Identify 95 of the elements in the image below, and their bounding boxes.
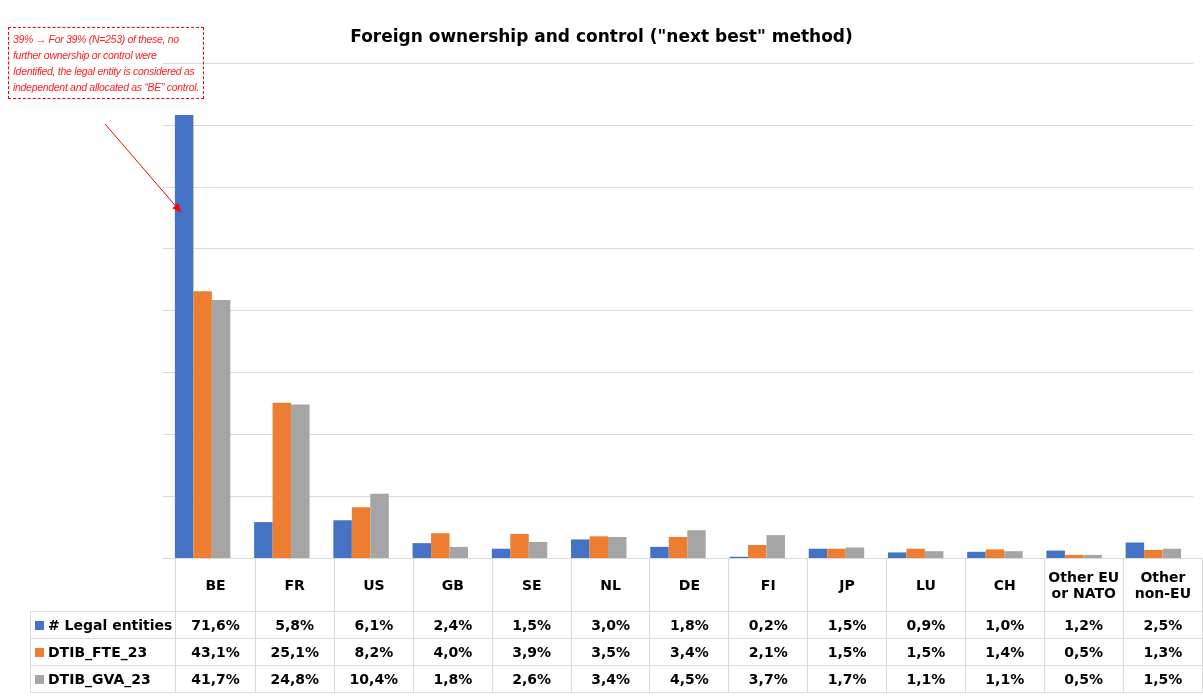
bar (528, 541, 548, 558)
bar (174, 114, 194, 558)
x-tick-label: JP (807, 558, 887, 612)
data-label: 5,8% (255, 611, 335, 639)
data-label: 24,8% (255, 665, 335, 693)
bar (431, 533, 450, 558)
data-label: 2,1% (728, 638, 808, 666)
bar (211, 299, 231, 558)
data-label: 43,1% (175, 638, 256, 666)
bar (589, 536, 609, 558)
bar (1064, 554, 1084, 558)
data-label: 3,7% (728, 665, 808, 693)
bar (827, 548, 846, 558)
x-tick-label: Other non-EU (1123, 558, 1203, 612)
data-label: 3,0% (571, 611, 650, 639)
bar (650, 546, 669, 558)
data-label: 0,5% (1044, 665, 1124, 693)
data-label: 1,2% (1044, 611, 1124, 639)
data-label: 1,7% (807, 665, 887, 693)
x-tick-label: NL (571, 558, 650, 612)
bar (967, 551, 986, 558)
bar (887, 552, 907, 558)
chart-title: Foreign ownership and control ("next best" method) (350, 25, 853, 46)
data-label: 0,9% (886, 611, 966, 639)
data-label: 3,9% (492, 638, 572, 666)
bar (412, 543, 432, 558)
bar (668, 536, 688, 558)
bar (254, 522, 273, 558)
data-label: 3,4% (649, 638, 729, 666)
bar (766, 535, 785, 558)
data-label: 2,6% (492, 665, 572, 693)
bar (985, 549, 1005, 558)
x-tick-label: CH (965, 558, 1045, 612)
bar (1083, 554, 1102, 558)
data-label: 1,8% (649, 611, 729, 639)
bar (1125, 542, 1145, 558)
bar (845, 547, 865, 558)
x-tick-label: FI (728, 558, 808, 612)
x-tick-label: FR (255, 558, 335, 612)
x-tick-label: US (334, 558, 414, 612)
note-box: 39% → For 39% (N=253) of these, no further ownership or control were Identified, the legal entity is considered as independent and allocated as “BE” control. (8, 27, 204, 99)
data-label: 1,4% (965, 638, 1045, 666)
bar (808, 548, 828, 558)
bar (510, 533, 529, 558)
x-tick-label: BE (175, 558, 256, 612)
data-label: 2,4% (413, 611, 493, 639)
x-tick-label: GB (413, 558, 493, 612)
bar (449, 546, 469, 558)
x-tick-label: DE (649, 558, 729, 612)
bar (370, 493, 389, 558)
data-label: 4,0% (413, 638, 493, 666)
data-label: 1,5% (807, 611, 887, 639)
bar (272, 402, 292, 558)
x-tick-label: LU (886, 558, 966, 612)
data-label: 1,5% (807, 638, 887, 666)
data-label: 8,2% (334, 638, 414, 666)
bar (608, 536, 627, 558)
x-tick-label: Other EU or NATO (1044, 558, 1124, 612)
bar (491, 548, 511, 558)
data-label: 1,5% (492, 611, 572, 639)
bar (1004, 551, 1023, 558)
bar (351, 507, 371, 558)
bar (924, 551, 944, 558)
data-label: 4,5% (649, 665, 729, 693)
data-label: 41,7% (175, 665, 256, 693)
bar (333, 520, 352, 558)
bar (571, 539, 590, 558)
bar (687, 530, 706, 558)
bar (747, 545, 767, 558)
data-label: 3,4% (571, 665, 650, 693)
data-label: 10,4% (334, 665, 414, 693)
data-label: 3,5% (571, 638, 650, 666)
data-label: 1,3% (1123, 638, 1203, 666)
bar (1144, 549, 1163, 558)
x-tick-label: SE (492, 558, 572, 612)
data-label: 1,1% (965, 665, 1045, 693)
data-label: 6,1% (334, 611, 414, 639)
bar (1046, 550, 1065, 558)
data-label: 1,5% (886, 638, 966, 666)
bar (291, 404, 310, 558)
legend-label: DTIB_FTE_23 (48, 644, 148, 660)
bar (906, 548, 925, 558)
data-label: 0,2% (728, 611, 808, 639)
data-label: 1,8% (413, 665, 493, 693)
data-label: 25,1% (255, 638, 335, 666)
data-label: 71,6% (175, 611, 256, 639)
data-label: 1,5% (1123, 665, 1203, 693)
legend-label: # Legal entities (48, 617, 173, 633)
bar (1162, 548, 1182, 558)
legend-label: DTIB_GVA_23 (48, 671, 151, 687)
data-label: 1,0% (965, 611, 1045, 639)
data-label: 1,1% (886, 665, 966, 693)
data-label: 0,5% (1044, 638, 1124, 666)
bar (193, 291, 212, 558)
data-label: 2,5% (1123, 611, 1203, 639)
